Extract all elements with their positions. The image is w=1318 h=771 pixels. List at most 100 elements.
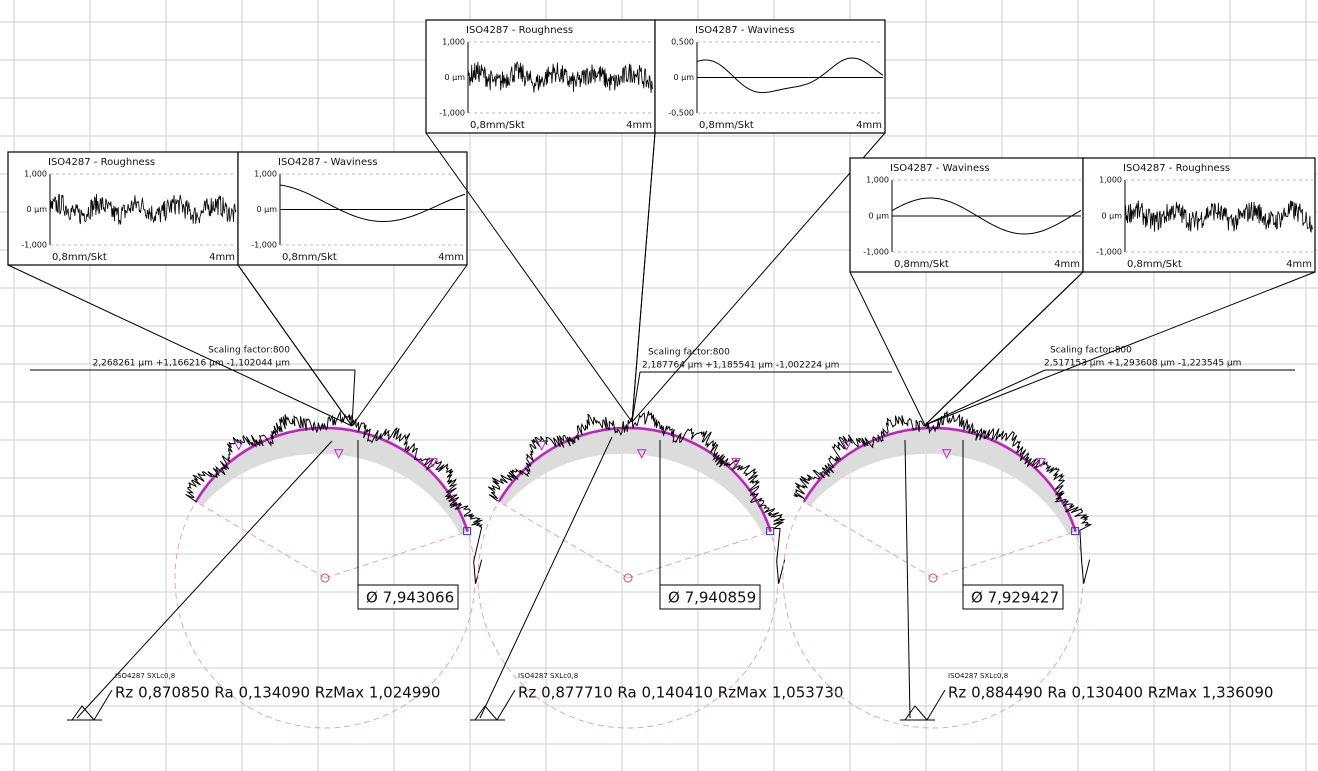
result-leader xyxy=(496,689,516,721)
tolerance-band xyxy=(802,426,1078,535)
leader-line xyxy=(924,271,1084,426)
inset-y-label: -1,000 xyxy=(1096,248,1122,257)
scaling-factor: Scaling factor:800 xyxy=(1050,346,1132,356)
inset-y-label: 1,000 xyxy=(24,170,47,179)
radius-line xyxy=(932,531,1076,579)
tolerance-band xyxy=(497,426,773,535)
inset-y-label: -1,000 xyxy=(251,241,277,250)
inset-y-label: 0 µm xyxy=(26,205,47,214)
inset-frame xyxy=(654,19,886,134)
anchor-mark xyxy=(67,705,102,721)
result-leader xyxy=(926,689,946,721)
diameter-box xyxy=(962,584,1064,610)
scaling-factor: Scaling factor:800 xyxy=(208,346,290,356)
roughness-result: Rz 0,870850 Ra 0,134090 RzMax 1,024990 xyxy=(115,684,440,702)
marker xyxy=(1036,458,1046,468)
inset-scale: 0,8mm/Skt xyxy=(699,120,754,131)
leader-line xyxy=(479,436,613,719)
marker xyxy=(233,441,244,451)
inset-y-label: -0,500 xyxy=(668,109,694,118)
measured-profile xyxy=(185,410,484,584)
inset-title: ISO4287 - Roughness xyxy=(48,157,155,168)
leader-line xyxy=(631,132,656,423)
leader-line xyxy=(237,264,353,427)
filter-label: ISO4287 SXLc0,8 xyxy=(518,672,578,680)
inset-y-label: 0 µm xyxy=(868,212,889,221)
leader-line xyxy=(76,440,333,719)
radius-line xyxy=(803,501,934,579)
inset-y-label: 1,000 xyxy=(254,170,277,179)
roughness-result: Rz 0,877710 Ra 0,140410 RzMax 1,053730 xyxy=(518,684,843,702)
diameter: Ø 7,929427 xyxy=(971,589,1059,607)
leader-line xyxy=(351,369,356,427)
marker xyxy=(636,449,647,459)
leader-line xyxy=(425,132,633,423)
nominal-arc xyxy=(497,426,772,533)
marker xyxy=(333,449,344,459)
center-mark xyxy=(320,573,330,583)
inset-y-label: 0 µm xyxy=(444,73,465,82)
inset-title: ISO4287 - Waviness xyxy=(278,157,378,168)
inset-frame xyxy=(237,151,468,266)
leader-line xyxy=(904,439,911,719)
leader-line xyxy=(7,264,353,427)
inset-y-label: 0 µm xyxy=(673,73,694,82)
inset-scale: 0,8mm/Skt xyxy=(470,120,525,131)
marker xyxy=(536,441,547,451)
inset-y-label: 1,000 xyxy=(442,38,465,47)
center-mark xyxy=(623,573,633,583)
inset-length: 4mm xyxy=(626,120,652,131)
inset-y-label: 0 µm xyxy=(1101,212,1122,221)
diameter: Ø 7,940859 xyxy=(668,589,756,607)
inset-length: 4mm xyxy=(1286,259,1312,270)
marker xyxy=(1071,527,1080,536)
inset-scale: 0,8mm/Skt xyxy=(282,252,337,263)
inset-frame xyxy=(849,157,1084,273)
marker xyxy=(941,449,952,459)
marker xyxy=(463,527,472,536)
inset-length: 4mm xyxy=(856,120,882,131)
anchor-mark xyxy=(900,705,935,721)
filter-label: ISO4287 SXLc0,8 xyxy=(948,672,1008,680)
inset-scale: 0,8mm/Skt xyxy=(1127,259,1182,270)
radius-line xyxy=(195,501,326,579)
tolerance-band xyxy=(194,426,470,535)
radius-line xyxy=(324,531,468,579)
inset-scale: 0,8mm/Skt xyxy=(894,259,949,270)
marker xyxy=(731,458,741,468)
marker xyxy=(428,458,438,468)
roughness-trace xyxy=(1124,200,1314,233)
scaling-values: 2,517153 µm +1,293608 µm -1,223545 µm xyxy=(1044,359,1241,369)
result-leader xyxy=(93,689,113,721)
roughness-trace xyxy=(49,193,237,225)
roughness-trace xyxy=(467,61,654,93)
diameter-box xyxy=(357,584,459,610)
scaling-factor: Scaling factor:800 xyxy=(648,348,730,358)
inset-length: 4mm xyxy=(438,252,464,263)
leader-line xyxy=(924,369,1046,426)
inset-title: ISO4287 - Waviness xyxy=(890,163,990,174)
inset-y-label: 1,000 xyxy=(1099,176,1122,185)
radius-line xyxy=(627,531,771,579)
leader-line xyxy=(924,271,1316,426)
inset-y-label: -1,000 xyxy=(21,241,47,250)
inset-y-label: -1,000 xyxy=(439,109,465,118)
measured-profile xyxy=(487,410,786,584)
leader-line xyxy=(631,371,641,423)
inset-title: ISO4287 - Waviness xyxy=(695,25,795,36)
inset-y-label: -1,000 xyxy=(863,248,889,257)
leader-line xyxy=(849,271,926,426)
scaling-values: 2,187764 µm +1,185541 µm -1,002224 µm xyxy=(642,361,839,371)
leader-line xyxy=(351,264,468,427)
marker xyxy=(841,441,852,451)
roughness-result: Rz 0,884490 Ra 0,130400 RzMax 1,336090 xyxy=(948,684,1273,702)
inset-length: 4mm xyxy=(209,252,235,263)
inset-title: ISO4287 - Roughness xyxy=(466,25,573,36)
waviness-trace xyxy=(696,57,884,94)
measured-profile xyxy=(793,410,1092,584)
inset-y-label: 0,500 xyxy=(671,38,694,47)
anchor-mark xyxy=(470,705,505,721)
diameter-box xyxy=(659,584,761,610)
nominal-arc xyxy=(802,426,1077,533)
